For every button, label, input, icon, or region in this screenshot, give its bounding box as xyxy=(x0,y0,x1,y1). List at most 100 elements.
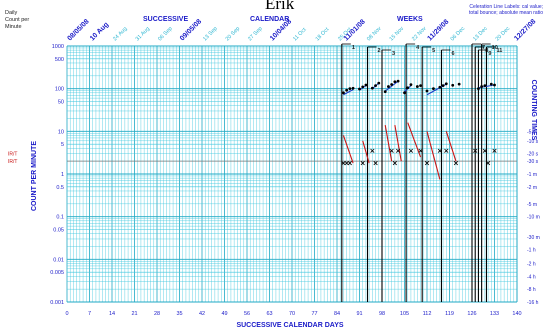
incorrect-data-point xyxy=(492,148,497,153)
counting-time-label: -16 h xyxy=(527,300,539,306)
incorrect-mark-stroke xyxy=(482,148,487,153)
chart-marks: 1234567891011 xyxy=(341,43,502,302)
x-tick-label: 98 xyxy=(379,311,385,317)
record-floor-marker: IR/T xyxy=(8,152,17,158)
y-tick-label: 500 xyxy=(55,57,64,63)
counting-time-label: -5 s xyxy=(527,129,536,135)
incorrect-data-point xyxy=(444,148,449,153)
celeration-line-incorrect xyxy=(384,125,393,162)
incorrect-mark-stroke xyxy=(373,161,378,166)
celeration-note-line-1: Celeration Line Labels: cal value; xyxy=(469,4,543,10)
celeration-line-correct xyxy=(343,89,354,96)
incorrect-data-point xyxy=(418,148,423,153)
correct-data-point xyxy=(387,85,390,88)
top-date-label: 31 Aug xyxy=(135,26,151,42)
x-tick-label: 70 xyxy=(289,311,295,317)
correct-data-point xyxy=(425,89,429,93)
correct-data-point xyxy=(441,84,445,87)
incorrect-mark-stroke xyxy=(424,161,430,166)
incorrect-mark-stroke xyxy=(370,148,375,153)
celeration-note-line-2: total bounce; absolute mean ratio xyxy=(469,10,543,16)
top-date-label: 20 Dec xyxy=(495,26,512,43)
y-tick-label: 100 xyxy=(55,87,64,93)
phase-label: 7 xyxy=(482,45,485,51)
correct-data-point xyxy=(457,82,461,86)
top-date-label: 27 Sep xyxy=(247,26,264,43)
correct-data-point xyxy=(348,87,352,91)
correct-data-point xyxy=(351,86,355,90)
y-unit-label-line-1: Daily xyxy=(5,10,17,16)
correct-data-point xyxy=(370,86,374,90)
phase-label: 2 xyxy=(378,48,381,54)
correct-data-point xyxy=(451,83,455,87)
incorrect-mark-stroke xyxy=(437,148,442,153)
correct-data-point xyxy=(480,85,484,88)
incorrect-mark-stroke xyxy=(492,148,497,153)
x-tick-label: 119 xyxy=(445,311,454,317)
celeration-line-incorrect xyxy=(426,131,441,180)
incorrect-data-point xyxy=(408,148,414,153)
incorrect-data-point xyxy=(395,148,401,153)
phase-label: 6 xyxy=(451,51,454,57)
incorrect-mark-stroke xyxy=(395,148,401,153)
incorrect-data-point xyxy=(341,161,346,166)
y-axis-title: COUNT PER MINUTE xyxy=(31,141,38,211)
correct-data-point xyxy=(406,86,410,90)
correct-data-point xyxy=(342,91,345,95)
incorrect-data-point xyxy=(437,148,442,153)
y-tick-label: 1000 xyxy=(52,44,64,50)
top-date-label: 11/29/08 xyxy=(426,18,450,42)
x-tick-label: 21 xyxy=(131,311,137,317)
correct-data-point xyxy=(377,81,381,85)
counting-time-label: -8 h xyxy=(527,287,536,293)
x-tick-label: 42 xyxy=(199,311,205,317)
x-tick-label: 77 xyxy=(311,311,317,317)
correct-data-point xyxy=(438,85,442,89)
x-tick-label: 140 xyxy=(512,311,521,317)
top-date-label: 08 Nov xyxy=(366,26,383,43)
x-tick-label: 56 xyxy=(244,311,250,317)
incorrect-mark-stroke xyxy=(347,161,352,166)
y-tick-label: 0.05 xyxy=(53,228,64,234)
celeration-line-incorrect xyxy=(342,135,354,164)
counting-time-label: -2 m xyxy=(527,185,537,191)
incorrect-mark-stroke xyxy=(408,148,414,153)
counting-time-label: -20 s xyxy=(527,152,539,158)
counting-time-label: -1 h xyxy=(527,248,536,254)
correct-data-point xyxy=(493,83,496,87)
phase-label: 11 xyxy=(496,48,502,54)
correct-data-point xyxy=(477,87,480,91)
counting-time-label: -1 m xyxy=(527,172,537,178)
incorrect-data-point xyxy=(482,148,487,153)
celeration-line-incorrect xyxy=(362,140,370,164)
celeration-line-incorrect xyxy=(394,125,402,162)
x-tick-label: 133 xyxy=(490,311,499,317)
incorrect-mark-stroke xyxy=(444,148,449,153)
phase-label: 10 xyxy=(492,45,498,51)
title-successive: SUCCESSIVE xyxy=(143,16,188,23)
incorrect-data-point xyxy=(473,148,478,153)
phase-label: 3 xyxy=(392,51,395,57)
incorrect-mark-stroke xyxy=(389,148,394,153)
y-unit-label-line-2: Count per xyxy=(5,17,29,23)
top-date-label: 06 Sep xyxy=(157,26,174,43)
incorrect-data-point xyxy=(453,161,459,166)
correct-data-point xyxy=(345,88,349,92)
counting-time-label: -30 m xyxy=(527,235,540,241)
y-tick-label: 0.01 xyxy=(53,257,64,263)
top-date-label: 18 Oct xyxy=(315,26,331,42)
incorrect-data-point xyxy=(392,161,397,166)
phase-label: 1 xyxy=(352,45,355,51)
incorrect-mark-stroke xyxy=(418,148,423,153)
top-date-label: 06 Dec xyxy=(450,26,467,43)
counting-time-label: -5 m xyxy=(527,202,537,208)
student-name: Erik xyxy=(265,0,295,13)
incorrect-data-point xyxy=(347,161,352,166)
counting-time-label: -2 h xyxy=(527,261,536,267)
y-tick-label: 0.005 xyxy=(50,270,64,276)
x-tick-label: 28 xyxy=(154,311,160,317)
top-date-label: 13 Sep xyxy=(202,26,219,43)
x-tick-label: 126 xyxy=(467,311,476,317)
y-tick-label: 50 xyxy=(58,100,64,106)
correct-data-point xyxy=(489,82,493,86)
